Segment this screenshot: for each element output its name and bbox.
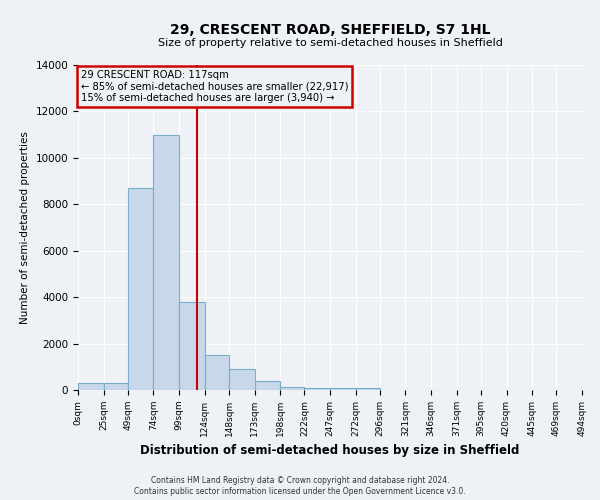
Y-axis label: Number of semi-detached properties: Number of semi-detached properties bbox=[20, 131, 30, 324]
Bar bbox=[104, 383, 128, 390]
Bar bbox=[78, 383, 104, 390]
Text: Size of property relative to semi-detached houses in Sheffield: Size of property relative to semi-detach… bbox=[158, 38, 502, 48]
Bar bbox=[304, 388, 330, 390]
Text: Contains public sector information licensed under the Open Government Licence v3: Contains public sector information licen… bbox=[134, 488, 466, 496]
Text: Contains HM Land Registry data © Crown copyright and database right 2024.: Contains HM Land Registry data © Crown c… bbox=[151, 476, 449, 485]
Bar bbox=[179, 302, 205, 390]
Bar bbox=[154, 134, 179, 390]
Bar bbox=[205, 355, 229, 390]
Bar bbox=[330, 388, 356, 390]
Bar bbox=[280, 386, 304, 390]
Text: 29, CRESCENT ROAD, SHEFFIELD, S7 1HL: 29, CRESCENT ROAD, SHEFFIELD, S7 1HL bbox=[170, 22, 490, 36]
Bar bbox=[356, 388, 380, 390]
Bar bbox=[128, 188, 154, 390]
Bar bbox=[229, 369, 254, 390]
Bar bbox=[254, 380, 280, 390]
Text: 29 CRESCENT ROAD: 117sqm
← 85% of semi-detached houses are smaller (22,917)
15% : 29 CRESCENT ROAD: 117sqm ← 85% of semi-d… bbox=[80, 70, 348, 103]
X-axis label: Distribution of semi-detached houses by size in Sheffield: Distribution of semi-detached houses by … bbox=[140, 444, 520, 458]
